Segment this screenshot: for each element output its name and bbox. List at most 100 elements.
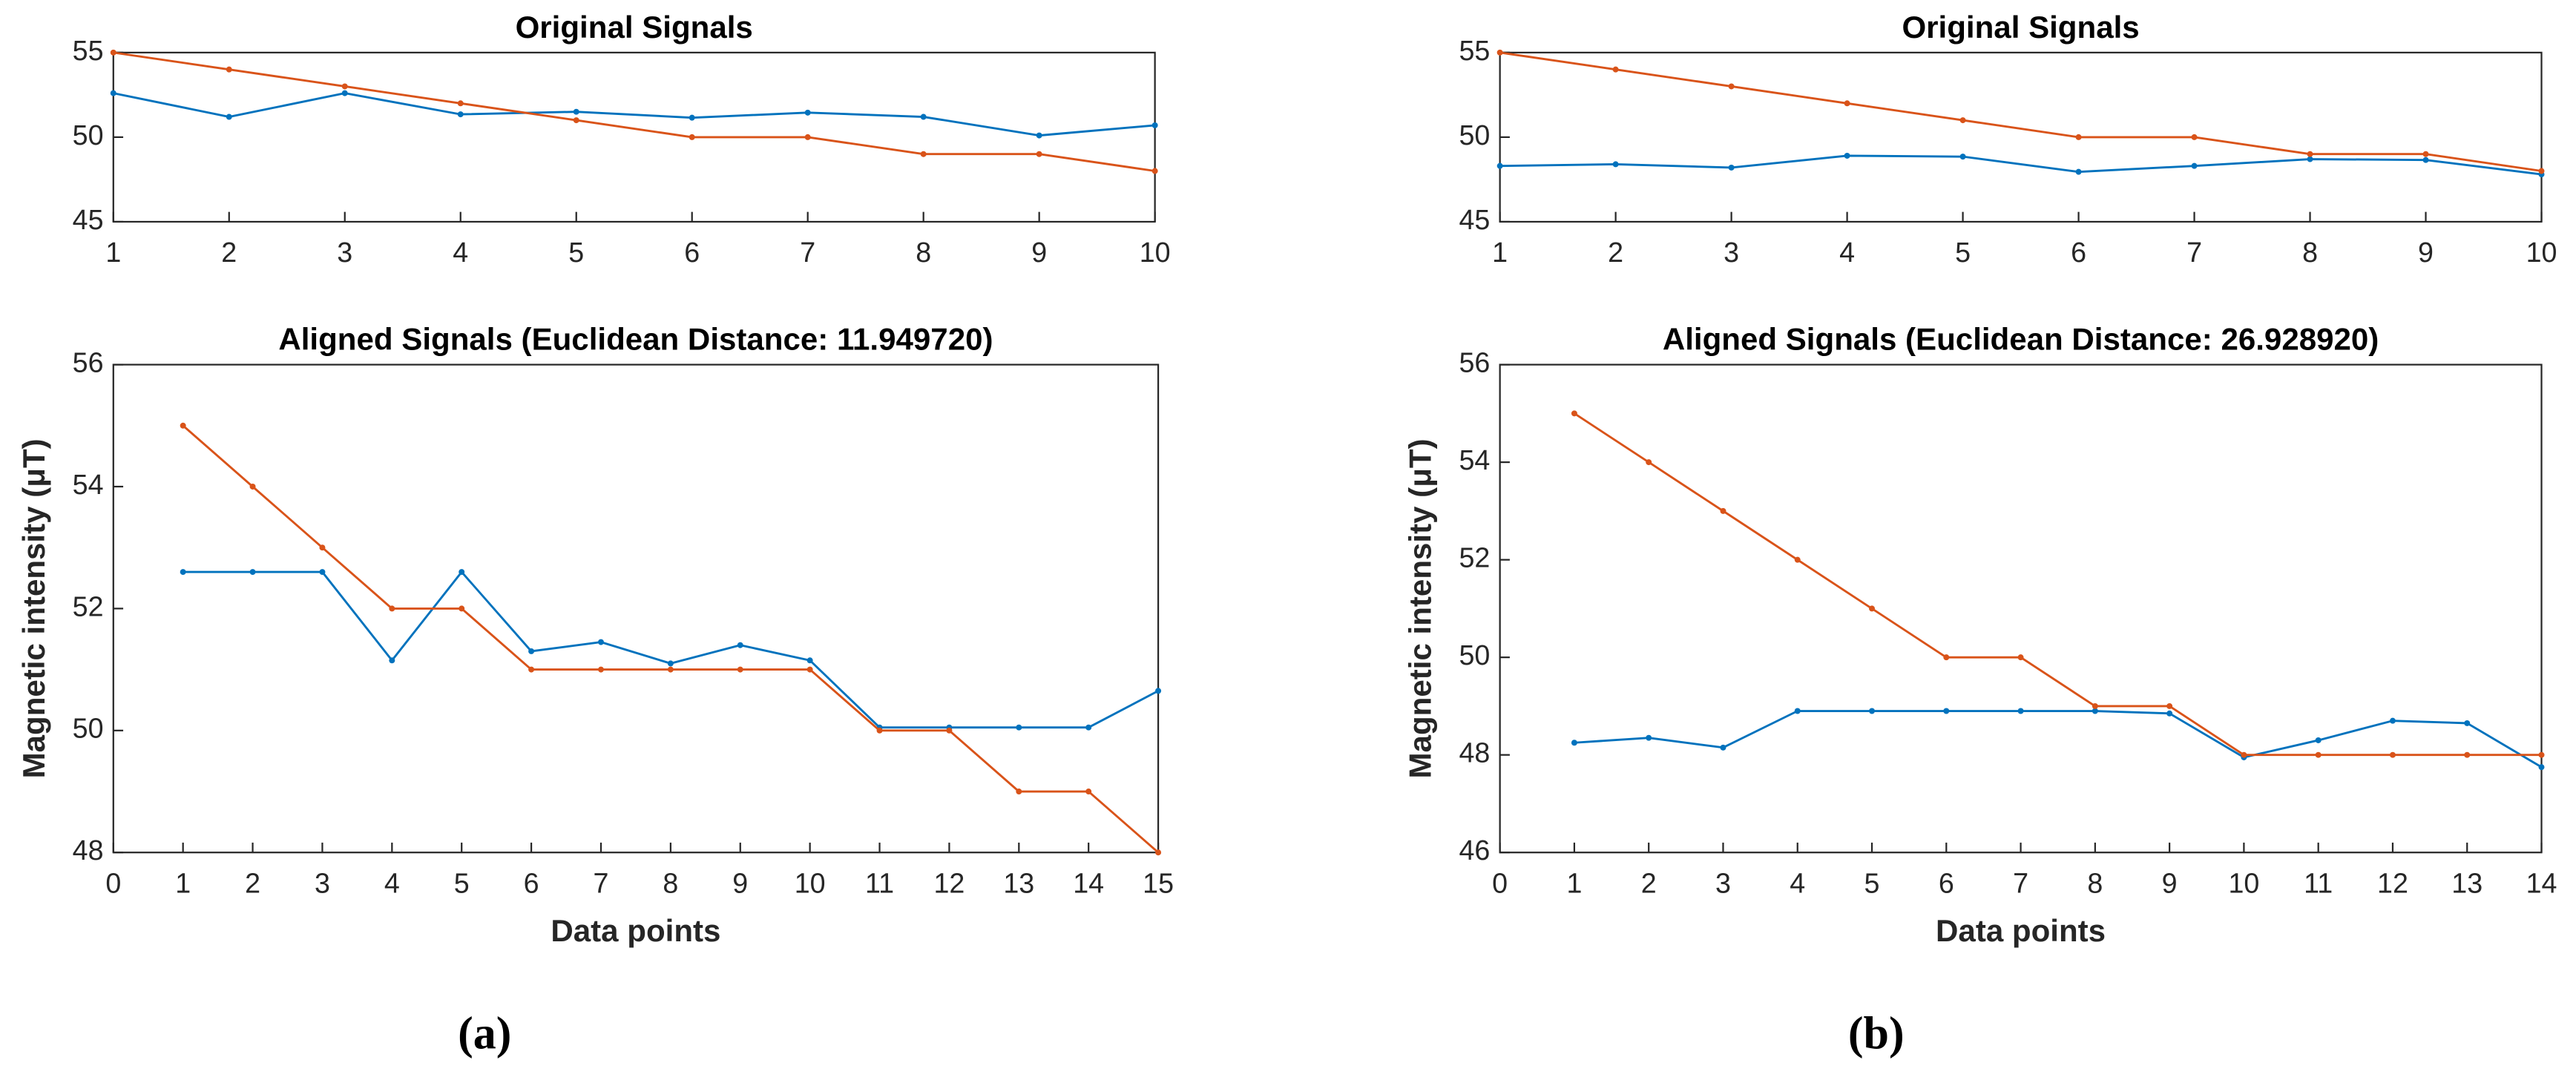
x-tick-label: 9 [1031,237,1047,268]
data-point [1720,744,1726,751]
data-point [1720,507,1726,514]
y-tick-label: 48 [73,835,104,866]
x-tick-label: 1 [1566,867,1582,898]
data-point [1496,162,1503,169]
data-point [457,100,464,107]
data-point [1794,708,1801,714]
data-point [389,657,395,664]
series-line [182,424,1160,854]
y-tick-label: 48 [1459,737,1490,768]
data-point [110,49,116,56]
data-point [2538,751,2545,758]
data-point [946,727,953,734]
data-point [1728,164,1735,171]
data-point [1943,654,1950,661]
x-tick-label: 4 [453,237,468,268]
data-point [806,657,813,664]
x-tick-label: 2 [1641,867,1657,898]
y-tick-label: 45 [73,204,104,235]
data-point [319,544,326,551]
x-tick-label: 4 [1790,867,1805,898]
data-point [249,569,256,576]
data-point [2017,708,2024,714]
data-point [341,83,348,90]
data-point [667,660,674,667]
data-point [598,639,604,645]
panel-label: (a) [458,1009,511,1059]
x-tick-label: 12 [933,867,965,898]
x-tick-label: 7 [800,237,815,268]
y-tick-label: 52 [1459,542,1490,573]
series-line [183,570,1159,729]
data-point [804,109,811,116]
data-point [1869,708,1876,714]
x-tick-label: 2 [245,867,260,898]
x-tick-label: 5 [568,237,584,268]
x-tick-label: 2 [1608,237,1623,268]
data-point [2464,720,2471,726]
data-point [1959,154,1966,160]
data-point [1085,724,1092,731]
data-point [226,113,232,120]
series-line [113,51,1155,172]
data-point [2241,751,2247,758]
data-point [806,666,813,673]
y-tick-label: 50 [73,119,104,151]
data-point [110,90,116,96]
x-tick-label: 14 [2526,867,2557,898]
x-tick-label: 1 [1492,237,1508,268]
data-point [2538,764,2545,771]
y-tick-label: 54 [1459,444,1490,475]
x-tick-label: 1 [175,867,191,898]
data-point [1155,688,1162,694]
x-tick-label: 6 [524,867,539,898]
data-point [1959,117,1966,124]
data-point [2075,168,2082,175]
data-point [689,134,695,140]
data-point [2166,702,2173,709]
data-point [249,484,256,490]
data-point [2315,737,2322,743]
y-tick-label: 50 [1459,119,1490,151]
x-tick-label: 12 [2377,867,2408,898]
data-point [804,134,811,140]
data-point [2307,151,2313,157]
axes-box [112,51,1156,223]
data-point [598,666,604,673]
chart-title: Original Signals [516,10,753,45]
x-tick-label: 4 [384,867,400,898]
data-point [920,151,927,157]
data-point [1844,153,1850,159]
data-point [459,569,465,576]
data-point [1151,122,1158,128]
data-point [2422,151,2429,157]
chart-title: Original Signals [1902,10,2139,45]
y-axis-label: Magnetic intensity (μT) [1403,438,1438,778]
x-tick-label: 10 [2228,867,2259,898]
x-tick-label: 14 [1073,867,1104,898]
y-tick-label: 50 [1459,639,1490,671]
data-point [226,66,232,73]
x-tick-label: 10 [795,867,826,898]
data-point [319,569,326,576]
data-point [1612,161,1619,168]
data-point [920,113,927,120]
x-tick-label: 4 [1839,237,1855,268]
chart-title: Aligned Signals (Euclidean Distance: 11.… [278,322,993,357]
data-point [459,605,465,612]
data-point [2092,708,2098,714]
x-tick-label: 2 [221,237,237,268]
data-point [389,605,395,612]
series-line [1574,710,2543,768]
data-point [1794,556,1801,563]
data-point [1943,708,1950,714]
data-point [1016,724,1022,731]
data-point [1496,49,1503,56]
x-axis-label: Data points [1936,913,2106,948]
data-point [1571,740,1577,746]
data-point [2315,751,2322,758]
x-tick-label: 8 [916,237,931,268]
chart-title: Aligned Signals (Euclidean Distance: 26.… [1663,322,2379,357]
x-tick-label: 15 [1143,867,1174,898]
